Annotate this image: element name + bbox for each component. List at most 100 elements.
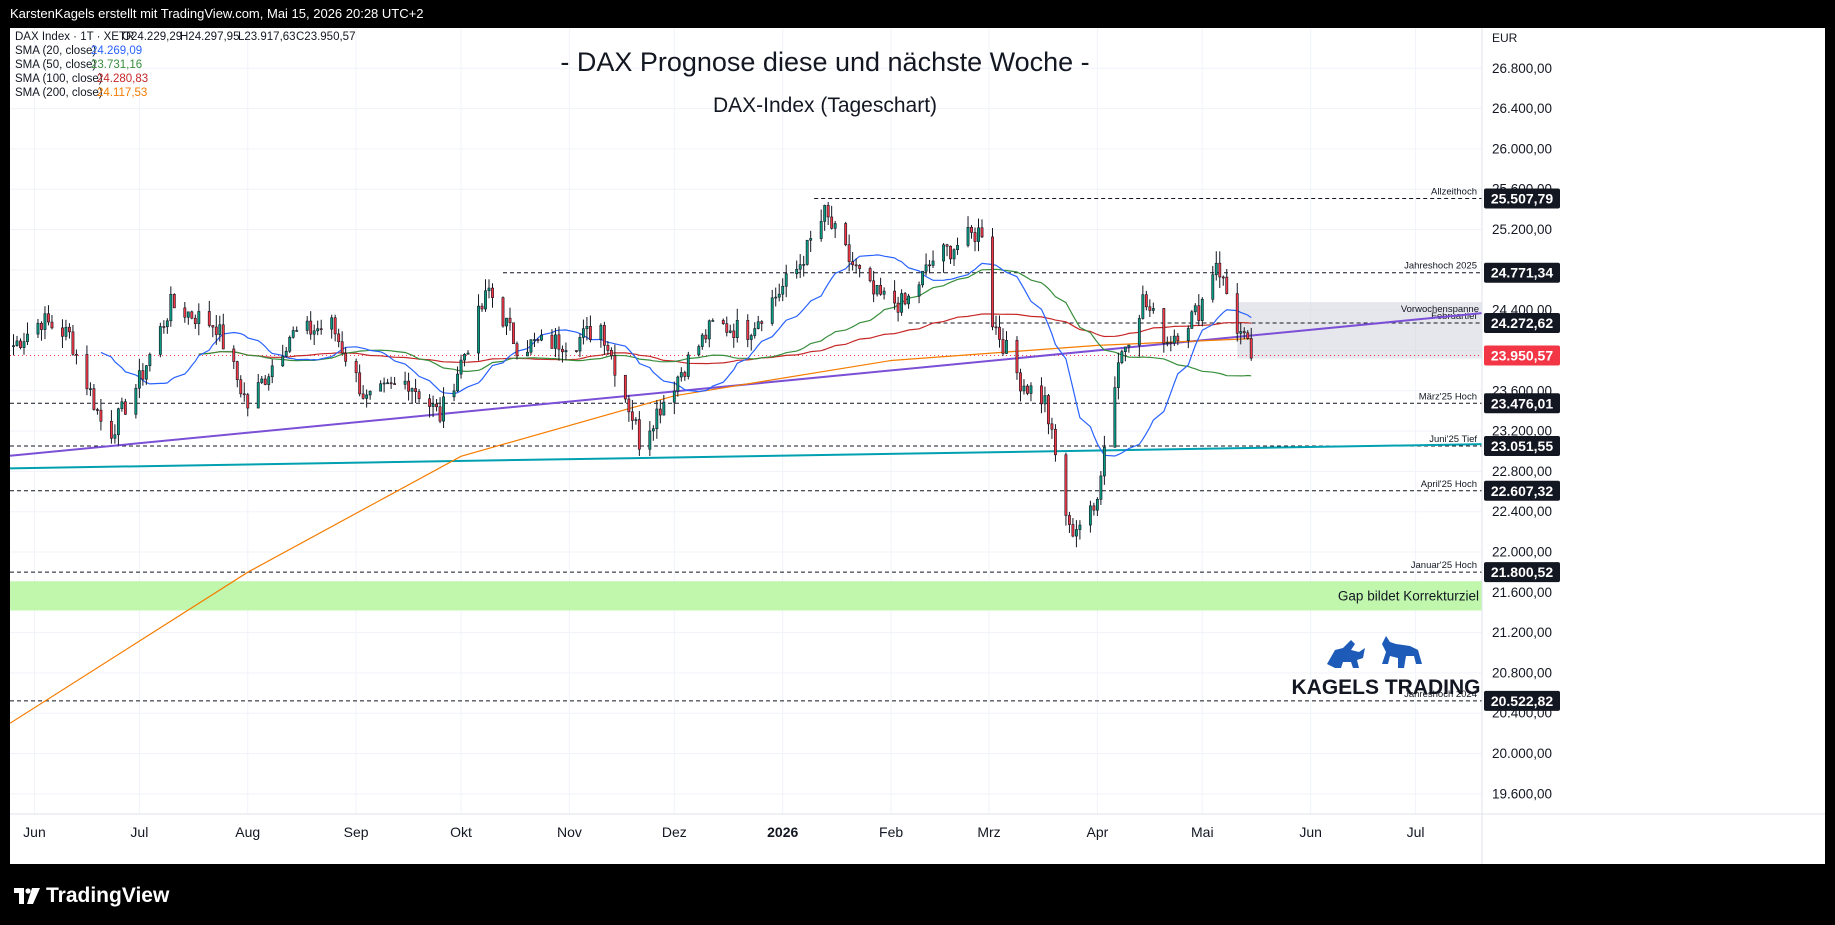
- candle: [235, 360, 239, 388]
- candle: [1221, 275, 1225, 286]
- legend-close: C23.950,57: [296, 31, 355, 43]
- candle: [809, 230, 813, 253]
- candle: [1169, 335, 1173, 352]
- x-tick-label: Dez: [662, 824, 687, 840]
- candle-body: [1095, 498, 1099, 511]
- candle-body: [949, 245, 952, 260]
- candle-body: [756, 321, 760, 329]
- candle-body: [137, 370, 141, 389]
- candle: [305, 316, 309, 335]
- candle-body: [1193, 305, 1197, 313]
- candle-body: [316, 328, 320, 332]
- candle: [1235, 283, 1239, 342]
- candle-body: [43, 313, 47, 330]
- candle-body: [613, 355, 617, 376]
- candle: [68, 323, 71, 339]
- candle: [1113, 376, 1117, 448]
- candle: [1214, 251, 1218, 281]
- candle-body: [648, 430, 652, 450]
- candle: [1242, 327, 1246, 340]
- zone-rect: [1237, 302, 1482, 359]
- tradingview-logo[interactable]: TradingView: [14, 884, 169, 908]
- candle-body: [700, 334, 704, 347]
- candle: [662, 394, 666, 416]
- zone-label-vorwoche: Vorwochenspanne: [1401, 304, 1479, 315]
- y-tick-label: 20.800,00: [1492, 665, 1552, 680]
- candle-body: [64, 326, 68, 337]
- level-price-label: 21.800,52: [1491, 564, 1553, 580]
- candle-body: [1054, 428, 1057, 456]
- candle-body: [344, 352, 348, 362]
- candle: [134, 383, 138, 419]
- candle: [1074, 520, 1078, 548]
- candle-body: [1239, 331, 1243, 334]
- candle-body: [435, 403, 438, 408]
- y-tick-label: 21.200,00: [1492, 625, 1552, 640]
- candle-body: [22, 341, 26, 348]
- candle: [1141, 285, 1145, 320]
- candle: [239, 375, 243, 398]
- candle: [1211, 265, 1215, 303]
- candle: [707, 319, 711, 348]
- candle-body: [973, 232, 977, 242]
- candle-body: [627, 398, 631, 413]
- candle-body: [819, 221, 823, 239]
- candle-body: [218, 324, 222, 335]
- candle-body: [875, 284, 879, 295]
- candle-body: [711, 320, 715, 322]
- candle: [71, 324, 75, 356]
- candle-body: [183, 307, 187, 318]
- candle-body: [211, 325, 215, 328]
- candle: [75, 349, 78, 365]
- chart-area[interactable]: Gap bildet Korrekturziel Vorwochenspanne …: [9, 28, 1825, 864]
- candle: [1162, 307, 1166, 353]
- candle: [540, 329, 543, 342]
- candle: [1050, 417, 1054, 439]
- candle: [725, 316, 729, 337]
- candle: [393, 376, 397, 385]
- candle-body: [952, 249, 956, 260]
- candle-body: [1029, 385, 1033, 394]
- candle: [389, 376, 393, 389]
- level-name: Jahreshoch 2024: [1404, 689, 1477, 700]
- y-tick-label: 26.800,00: [1492, 61, 1552, 76]
- candle-body: [833, 223, 837, 229]
- legend-symbol: DAX Index · 1T · XETR: [15, 31, 134, 43]
- candle: [854, 258, 858, 274]
- y-tick-label: 23.200,00: [1492, 424, 1552, 439]
- candle-body: [760, 321, 764, 324]
- candle: [1102, 435, 1106, 485]
- candle: [36, 318, 40, 338]
- candle: [575, 350, 578, 353]
- level-name: Jahreshoch 2025: [1404, 261, 1477, 272]
- candle: [1099, 471, 1103, 505]
- candle-body: [309, 320, 313, 335]
- y-tick-label: 26.000,00: [1492, 141, 1552, 156]
- candle-body: [557, 334, 561, 350]
- candle-body: [672, 390, 676, 403]
- x-axis-ticks: Jun Jul Aug Sep Okt Nov Dez 2026 Feb Mrz Apr Mai Jun…: [23, 824, 1424, 840]
- candle: [428, 394, 431, 418]
- candle-body: [162, 326, 166, 328]
- candle-body: [826, 205, 830, 218]
- candle: [47, 305, 50, 326]
- level-price-label: 24.771,34: [1491, 265, 1553, 281]
- candle-body: [970, 227, 973, 233]
- y-tick-label: 19.600,00: [1492, 786, 1552, 801]
- legend-sma50-label: SMA (50, close): [15, 59, 96, 71]
- candle: [554, 328, 557, 357]
- candle: [1165, 336, 1169, 347]
- candle: [830, 205, 834, 230]
- candle-body: [991, 236, 994, 328]
- candle: [95, 407, 99, 415]
- candle: [19, 338, 22, 350]
- price-labels: 25.507,79 24.771,34 24.272,62 23.476,01 23.0…: [1484, 188, 1560, 711]
- chart-svg[interactable]: Gap bildet KorrekturzielVorwochenspanne …: [9, 28, 1825, 864]
- candle-body: [40, 322, 43, 330]
- candle-body: [19, 340, 22, 348]
- candle-body: [365, 394, 369, 399]
- candle-body: [442, 396, 445, 422]
- candle-body: [1141, 294, 1145, 319]
- x-tick-label: Okt: [450, 824, 472, 840]
